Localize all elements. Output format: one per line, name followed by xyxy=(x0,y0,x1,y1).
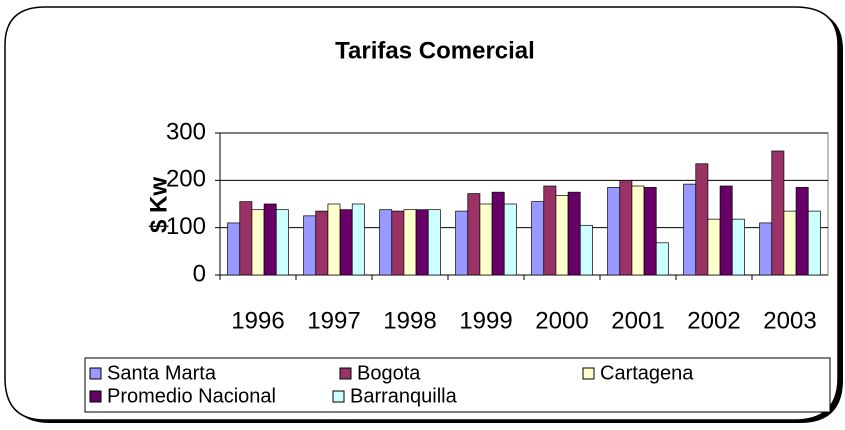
x-tick-label: 2001 xyxy=(611,307,664,334)
bar xyxy=(403,209,417,276)
bar xyxy=(391,210,405,276)
bar xyxy=(531,201,545,276)
bar xyxy=(807,210,821,276)
legend-swatch xyxy=(582,367,595,380)
bar xyxy=(607,187,621,276)
bar xyxy=(579,224,593,276)
legend-label: Barranquilla xyxy=(350,385,458,407)
legend-swatch xyxy=(89,367,102,380)
bar xyxy=(555,195,569,276)
bar xyxy=(631,185,645,276)
x-tick-label: 1998 xyxy=(383,307,436,334)
legend-swatch xyxy=(339,367,352,380)
legend-label: Santa Marta xyxy=(107,362,217,384)
x-tick-label: 1997 xyxy=(307,307,360,334)
legend-label: Cartagena xyxy=(600,362,694,384)
bar xyxy=(479,203,493,276)
bar xyxy=(251,209,265,276)
bar xyxy=(719,185,733,276)
bar xyxy=(491,191,505,276)
bar xyxy=(427,209,441,276)
bar xyxy=(567,191,581,276)
bar xyxy=(303,215,317,276)
legend-swatch xyxy=(332,390,345,403)
bar xyxy=(263,203,277,276)
legend-label: Bogota xyxy=(357,362,421,384)
bar xyxy=(771,150,785,276)
bar xyxy=(655,242,669,276)
x-tick-label: 1999 xyxy=(459,307,512,334)
bar xyxy=(783,210,797,276)
bar xyxy=(415,209,429,276)
bar xyxy=(795,187,809,276)
bar xyxy=(731,218,745,276)
bar xyxy=(227,222,241,276)
x-tick-label: 2002 xyxy=(687,307,740,334)
bar xyxy=(619,179,633,276)
bar xyxy=(339,209,353,276)
y-tick-label: 100 xyxy=(166,213,206,240)
bar xyxy=(275,209,289,276)
bar xyxy=(543,185,557,276)
y-tick-label: 200 xyxy=(166,166,206,193)
bar xyxy=(759,222,773,276)
bar xyxy=(351,203,365,276)
x-tick-label: 1996 xyxy=(231,307,284,334)
bar xyxy=(315,210,329,276)
legend-swatch xyxy=(89,390,102,403)
y-tick-label: 300 xyxy=(166,118,206,145)
y-tick-label: 0 xyxy=(193,260,206,287)
legend xyxy=(84,357,831,413)
bar xyxy=(695,163,709,276)
bar xyxy=(239,201,253,276)
bar xyxy=(643,187,657,276)
x-tick-label: 2000 xyxy=(535,307,588,334)
y-axis-label: $ Kw xyxy=(145,177,172,233)
legend-label: Promedio Nacional xyxy=(107,385,276,407)
bar xyxy=(455,210,469,276)
bar xyxy=(707,218,721,276)
bar xyxy=(467,193,481,276)
chart-title: Tarifas Comercial xyxy=(335,37,535,64)
x-tick-label: 2003 xyxy=(763,307,816,334)
bar xyxy=(327,203,341,276)
bar xyxy=(683,183,697,276)
bar xyxy=(379,209,393,276)
bar xyxy=(503,203,517,276)
